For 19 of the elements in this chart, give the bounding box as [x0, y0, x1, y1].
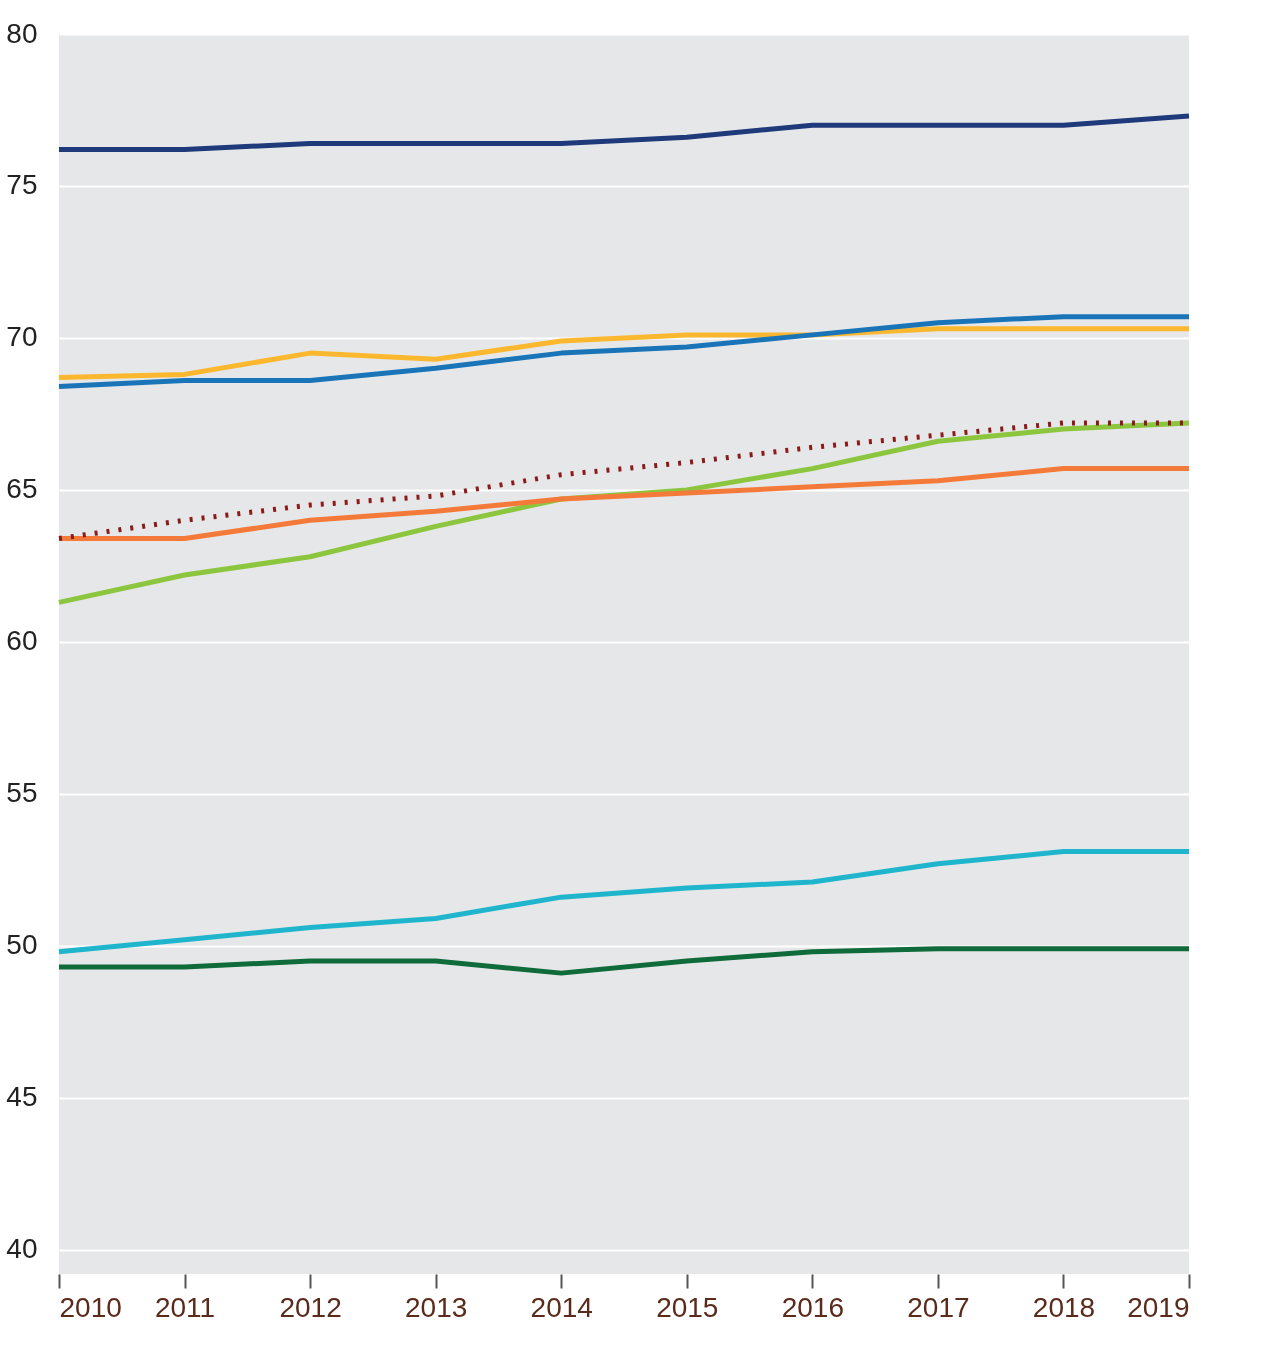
- y-tick-label: 75: [6, 169, 38, 201]
- x-tick-label: 2016: [781, 1291, 844, 1323]
- x-tick-label: 2017: [907, 1291, 970, 1323]
- y-tick-label: 60: [6, 625, 38, 657]
- y-tick-label: 65: [6, 473, 38, 505]
- y-tick-label: 70: [6, 321, 38, 353]
- x-tick-label: 2010: [59, 1291, 122, 1323]
- x-tick-label: 2015: [656, 1291, 719, 1323]
- y-tick-label: 40: [6, 1233, 38, 1265]
- y-tick-label: 50: [6, 929, 38, 961]
- x-tick-label: 2018: [1032, 1291, 1096, 1323]
- y-tick-label: 55: [6, 777, 38, 809]
- x-tick-label: 2011: [154, 1291, 216, 1323]
- x-tick-label: 2014: [530, 1291, 593, 1323]
- x-tick-label: 2013: [405, 1291, 468, 1323]
- x-tick-label: 2019: [1127, 1291, 1190, 1323]
- y-tick-label: 80: [6, 17, 38, 49]
- y-tick-label: 45: [6, 1081, 38, 1113]
- x-tick-label: 2012: [279, 1291, 342, 1323]
